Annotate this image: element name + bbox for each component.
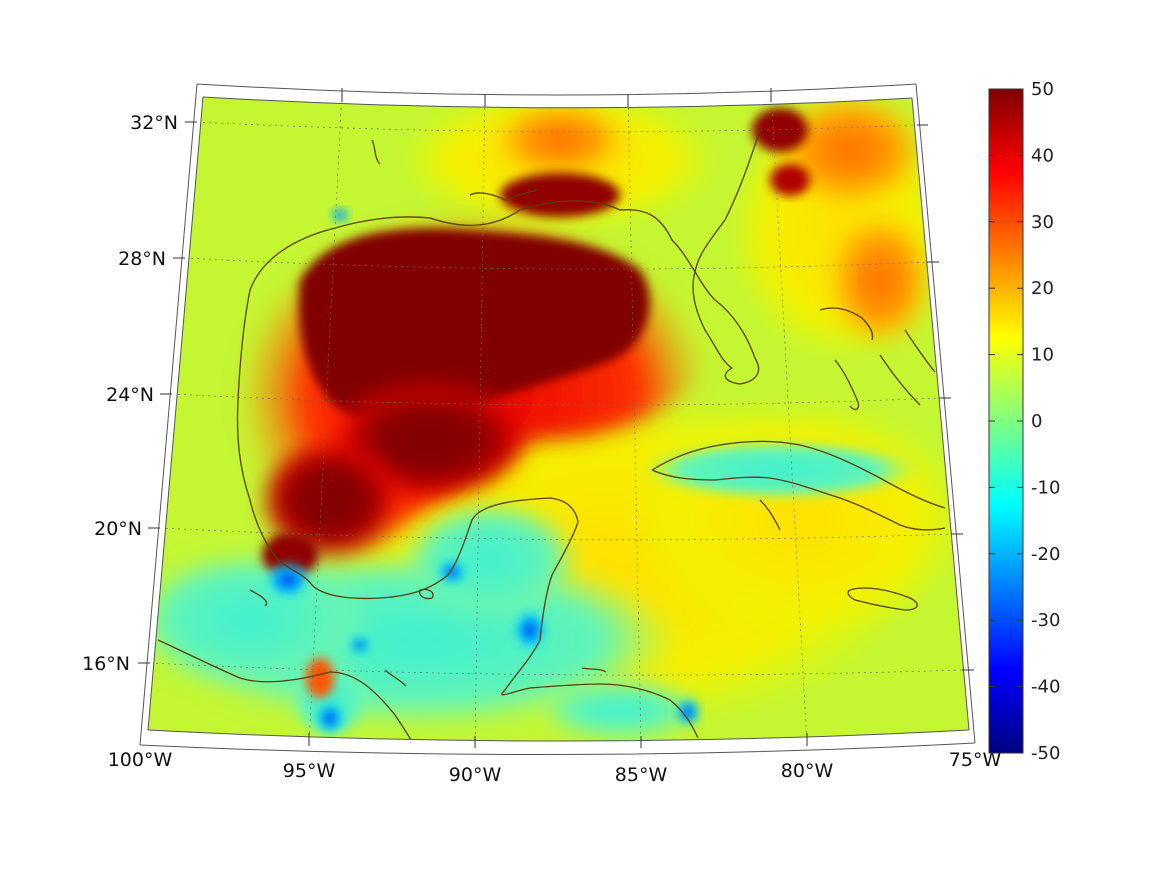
lat-label-28n: 28°N (118, 248, 166, 270)
colorbar-tick-label: 10 (1031, 345, 1054, 366)
lat-label-32n: 32°N (130, 112, 178, 134)
colorbar-tick-label: 30 (1031, 212, 1054, 233)
colorbar-tick-label: 20 (1031, 278, 1054, 299)
lat-label-20n: 20°N (94, 518, 142, 540)
colorbar-tick-label: -30 (1031, 610, 1060, 631)
colorbar-tick-label: -10 (1031, 477, 1060, 498)
graticule (149, 97, 963, 741)
ticks (138, 88, 974, 748)
longitude-labels: 100°W 95°W 90°W 85°W 80°W 75°W (108, 749, 1002, 786)
lon-label-95w: 95°W (283, 760, 336, 782)
lat-label-24n: 24°N (106, 384, 154, 406)
colorbar-labels: 50 40 30 20 10 0 -10 -20 -30 -40 -50 (1031, 79, 1060, 764)
colorbar-tick-label: 50 (1031, 79, 1054, 100)
colorbar-ticks (989, 88, 1023, 754)
colorbar-tick-label: 40 (1031, 145, 1054, 166)
lon-label-100w: 100°W (108, 749, 173, 771)
lon-label-85w: 85°W (615, 764, 668, 786)
lon-label-75w: 75°W (949, 749, 1002, 771)
anomaly-field (148, 97, 969, 741)
map-frame (139, 83, 976, 756)
colorbar-tick-label: 0 (1031, 411, 1042, 432)
colorbar-tick-label: -40 (1031, 677, 1060, 698)
lat-label-16n: 16°N (82, 653, 130, 675)
colorbar-tick-label: -20 (1031, 544, 1060, 565)
colorbar: 50 40 30 20 10 0 -10 -20 -30 -40 -50 (988, 79, 1060, 764)
latitude-labels: 32°N 28°N 24°N 20°N 16°N (82, 112, 178, 675)
colorbar-tick-label: -50 (1031, 743, 1060, 764)
lon-label-90w: 90°W (449, 764, 502, 786)
lon-label-80w: 80°W (781, 760, 834, 782)
coastlines (157, 129, 946, 741)
